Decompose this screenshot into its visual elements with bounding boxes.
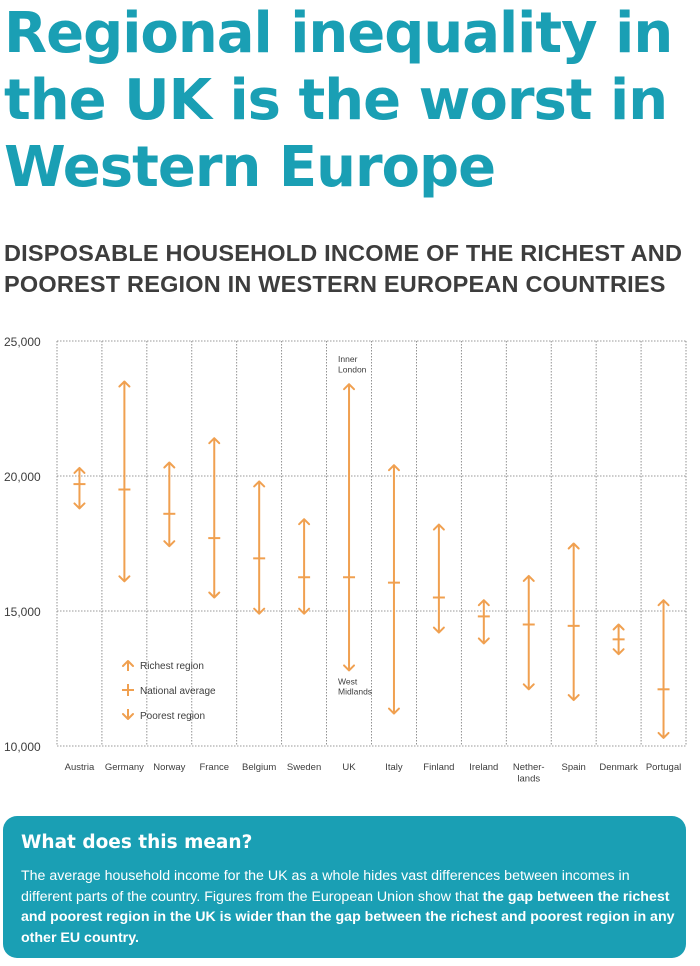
chart-subtitle: DISPOSABLE HOUSEHOLD INCOME OF THE RICHE…: [4, 240, 683, 297]
poorest-region-arrow: [298, 607, 311, 615]
poorest-region-arrow: [567, 694, 580, 702]
x-tick-label: Italy: [385, 762, 403, 773]
y-tick-label: 10,000: [4, 740, 41, 754]
x-tick-label: Denmark: [599, 762, 638, 773]
richest-region-arrow: [73, 466, 86, 474]
richest-region-arrow: [522, 574, 535, 582]
info-box: What does this mean? The average househo…: [3, 816, 686, 958]
range-chart: 10,000 15,000 20,000 25,000 Austria Germany No…: [4, 335, 687, 784]
richest-region-arrow: [612, 623, 625, 631]
x-tick-label: Spain: [562, 762, 586, 773]
poorest-region-arrow: [612, 648, 625, 656]
info-box-title: What does this mean?: [21, 832, 253, 853]
legend-label: National average: [140, 686, 216, 697]
richest-region-arrow: [477, 599, 490, 607]
richest-region-arrow: [118, 380, 131, 388]
legend-label: Richest region: [140, 661, 204, 672]
poorest-region-arrow: [343, 664, 356, 672]
y-tick-label: 25,000: [4, 335, 41, 349]
y-tick-label: 15,000: [4, 605, 41, 619]
x-tick-label: Norway: [153, 762, 185, 773]
poorest-region-arrow: [657, 731, 670, 739]
info-box-text: The average household income for the UK …: [21, 866, 676, 948]
x-tick-label: Sweden: [287, 762, 321, 773]
richest-region-arrow: [298, 518, 311, 526]
poorest-region-arrow: [118, 575, 131, 583]
x-tick-label: Nether-lands: [513, 762, 545, 784]
poorest-region-arrow: [253, 607, 266, 615]
poorest-region-arrow: [432, 626, 445, 634]
poorest-region-arrow: [163, 540, 176, 548]
x-tick-label: Finland: [423, 762, 454, 773]
x-tick-label: France: [199, 762, 229, 773]
x-tick-label: Austria: [65, 762, 95, 773]
legend-label: Poorest region: [140, 711, 205, 722]
x-tick-label: Ireland: [469, 762, 498, 773]
x-tick-label: Germany: [105, 762, 144, 773]
uk-annotation: Inner London: [338, 354, 367, 374]
x-tick-label: Belgium: [242, 762, 276, 773]
info-box-text-bold: the gap between the richest and poorest …: [21, 888, 675, 946]
richest-region-arrow: [208, 437, 221, 445]
info-box-text-plain: The average household income for the UK …: [21, 868, 630, 905]
uk-annotation: West Midlands: [338, 676, 372, 696]
richest-region-arrow: [567, 542, 580, 550]
richest-region-arrow: [432, 523, 445, 531]
poorest-region-arrow: [208, 591, 221, 599]
poorest-region-arrow: [477, 637, 490, 645]
richest-region-arrow: [163, 461, 176, 469]
richest-region-arrow: [657, 599, 670, 607]
richest-region-arrow: [343, 383, 356, 391]
headline: Regional inequality in the UK is the wor…: [4, 1, 673, 200]
richest-region-arrow: [253, 480, 266, 488]
y-tick-label: 20,000: [4, 470, 41, 484]
poorest-region-arrow: [387, 707, 400, 715]
richest-region-arrow: [387, 464, 400, 472]
x-tick-label: UK: [342, 762, 356, 773]
poorest-region-arrow: [522, 683, 535, 691]
poorest-region-arrow: [73, 502, 86, 510]
x-tick-label: Portugal: [646, 762, 681, 773]
